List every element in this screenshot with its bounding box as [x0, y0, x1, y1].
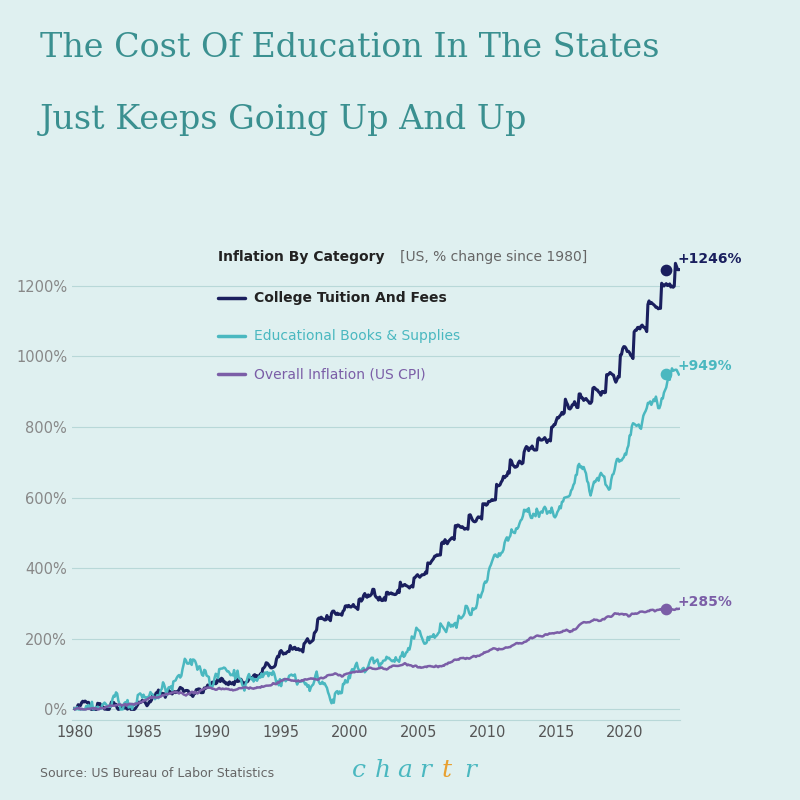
Text: College Tuition And Fees: College Tuition And Fees [254, 290, 447, 305]
Text: +285%: +285% [678, 594, 732, 609]
Text: Source: US Bureau of Labor Statistics: Source: US Bureau of Labor Statistics [40, 767, 274, 780]
Text: r: r [464, 759, 476, 782]
Text: Overall Inflation (US CPI): Overall Inflation (US CPI) [254, 367, 426, 382]
Text: h: h [374, 759, 390, 782]
Text: c: c [352, 759, 366, 782]
Text: t: t [442, 759, 451, 782]
Text: [US, % change since 1980]: [US, % change since 1980] [400, 250, 587, 264]
Text: Educational Books & Supplies: Educational Books & Supplies [254, 329, 461, 343]
Point [660, 368, 673, 381]
Point [660, 602, 673, 615]
Text: a: a [397, 759, 412, 782]
Text: Just Keeps Going Up And Up: Just Keeps Going Up And Up [40, 104, 527, 136]
Text: +1246%: +1246% [678, 252, 742, 266]
Text: The Cost Of Education In The States: The Cost Of Education In The States [40, 32, 659, 64]
Text: r: r [419, 759, 431, 782]
Text: +949%: +949% [678, 358, 732, 373]
Point [660, 263, 673, 276]
Text: Inflation By Category: Inflation By Category [218, 250, 390, 264]
